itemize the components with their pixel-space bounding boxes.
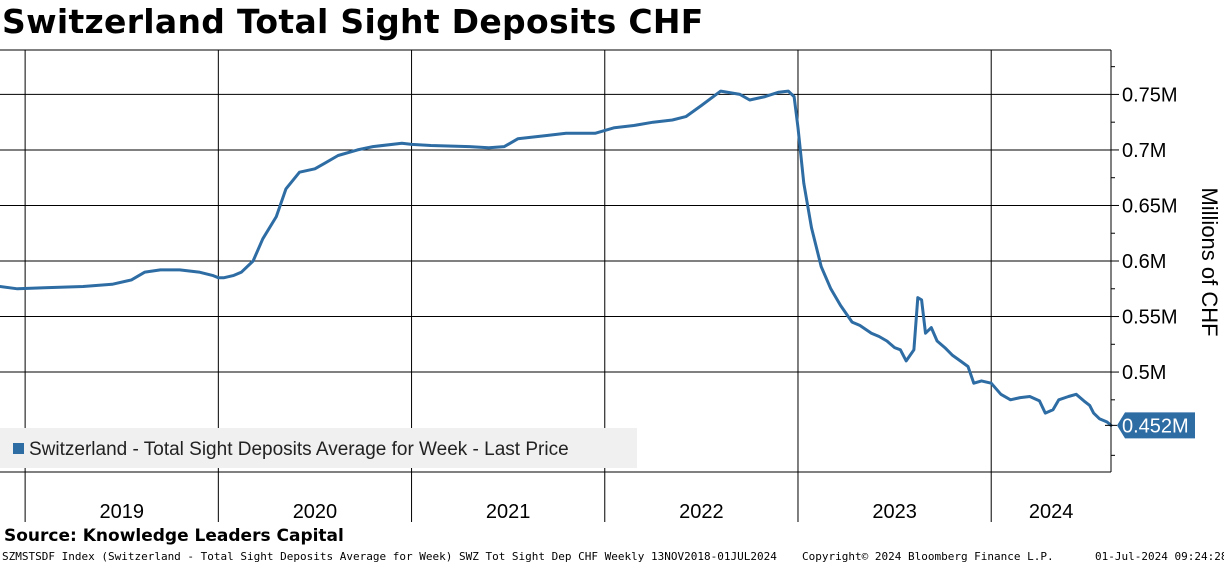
y-tick-label: 0.7M xyxy=(1122,140,1166,162)
legend: Switzerland - Total Sight Deposits Avera… xyxy=(0,428,637,468)
y-tick-label: 0.6M xyxy=(1122,251,1166,273)
x-tick-label: 2020 xyxy=(293,501,338,523)
footer-copyright: Copyright© 2024 Bloomberg Finance L.P. xyxy=(802,550,1054,563)
series-layer xyxy=(0,89,1113,427)
x-tick-label: 2021 xyxy=(486,501,531,523)
source-note: Source: Knowledge Leaders Capital xyxy=(4,526,344,546)
legend-swatch xyxy=(13,443,24,454)
x-tick-label: 2019 xyxy=(99,501,144,523)
series-line xyxy=(0,89,1113,427)
legend-label: Switzerland - Total Sight Deposits Avera… xyxy=(29,439,569,460)
last-value-badge xyxy=(1117,412,1195,439)
x-tick-label: 2024 xyxy=(1029,501,1074,523)
y-tick-label: 0.75M xyxy=(1122,84,1178,106)
y-tick-label: 0.55M xyxy=(1122,307,1178,329)
x-tick-label: 2023 xyxy=(872,501,917,523)
y-tick-label: 0.65M xyxy=(1122,195,1178,217)
last-value-label: 0.452M xyxy=(1122,415,1189,437)
x-tick-label: 2022 xyxy=(679,501,724,523)
y-tick-label: 0.5M xyxy=(1122,362,1166,384)
y-axis-title: Millions of CHF xyxy=(1197,187,1222,336)
footer-description: SZMSTSDF Index (Switzerland - Total Sigh… xyxy=(2,550,777,563)
chart-title: Switzerland Total Sight Deposits CHF xyxy=(2,2,704,41)
footer-timestamp: 01-Jul-2024 09:24:28 xyxy=(1095,550,1224,563)
axis-layer: 0.5M 0.55M 0.6M 0.65M 0.7M 0.75M 2019 2020 2021 2… xyxy=(0,49,1195,523)
legend-background xyxy=(0,428,637,468)
